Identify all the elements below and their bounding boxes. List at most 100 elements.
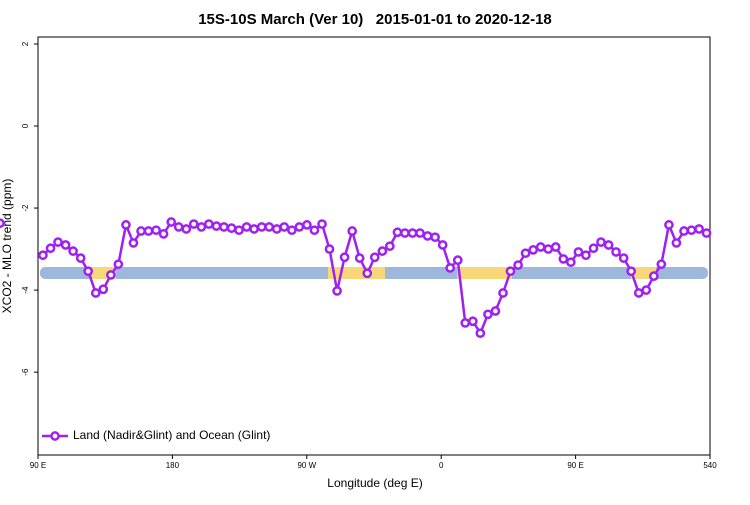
point: [588, 243, 599, 254]
x-tick-label: 180: [166, 461, 180, 470]
point: [543, 244, 554, 254]
point: [121, 220, 131, 230]
y-tick-label: -2: [21, 204, 30, 212]
y-tick-label: -6: [21, 368, 30, 376]
point: [90, 288, 101, 298]
point: [475, 328, 486, 339]
point: [106, 270, 116, 280]
point: [641, 285, 652, 295]
point: [211, 221, 222, 231]
point: [528, 245, 539, 255]
point: [452, 255, 463, 266]
point: [196, 222, 207, 232]
point: [324, 244, 335, 254]
point: [60, 240, 71, 250]
plot-frame: [37, 36, 711, 456]
point: [671, 238, 682, 248]
point: [45, 243, 56, 254]
point: [656, 259, 667, 270]
point: [377, 246, 388, 256]
point: [287, 225, 297, 236]
x-tick-label: 90 E: [567, 461, 583, 470]
point: [203, 219, 214, 229]
point: [460, 318, 471, 328]
chart-title: 15S-10S March (Ver 10) 2015-01-01 to 202…: [198, 11, 552, 28]
point: [686, 225, 697, 236]
point: [694, 224, 704, 234]
point: [392, 227, 403, 238]
point: [468, 316, 478, 327]
point: [226, 223, 237, 234]
x-axis-label: Longitude (deg E): [327, 476, 422, 490]
x-tick-label: 0: [439, 461, 444, 470]
point: [264, 222, 275, 232]
point: [498, 288, 508, 298]
point: [143, 226, 154, 236]
point: [664, 220, 674, 230]
point: [422, 231, 433, 241]
point: [633, 288, 644, 298]
legend-marker: [50, 431, 60, 441]
point: [505, 266, 516, 277]
point: [38, 250, 48, 261]
point: [256, 222, 267, 232]
legend-label: Land (Nadir&Glint) and Ocean (Glint): [73, 428, 270, 442]
point: [339, 252, 350, 263]
point: [347, 226, 358, 236]
point: [151, 225, 161, 236]
point: [302, 220, 312, 230]
point: [520, 248, 531, 259]
point: [113, 259, 124, 270]
point: [513, 260, 523, 270]
point: [354, 253, 365, 263]
point: [573, 247, 584, 257]
point: [279, 222, 290, 232]
point: [128, 238, 139, 248]
point: [618, 253, 629, 263]
point: [407, 228, 418, 238]
point: [249, 224, 259, 234]
point: [75, 253, 86, 263]
point: [430, 232, 440, 243]
point: [0, 218, 5, 229]
point: [317, 219, 327, 229]
point: [362, 268, 373, 279]
point: [369, 252, 380, 263]
point: [565, 257, 576, 268]
surface-band: [40, 267, 708, 279]
x-tick-label: 90 W: [297, 461, 316, 470]
point: [558, 254, 569, 264]
point: [437, 240, 448, 250]
point: [490, 306, 501, 316]
point: [701, 228, 712, 238]
point: [415, 228, 425, 238]
point: [136, 226, 146, 236]
land-band: [328, 267, 385, 279]
point: [679, 226, 689, 236]
point: [234, 225, 244, 236]
point: [603, 240, 614, 250]
point: [535, 242, 546, 252]
point: [596, 237, 606, 247]
point: [309, 225, 320, 236]
point: [271, 224, 282, 234]
point: [294, 222, 305, 232]
point: [550, 242, 561, 252]
point: [611, 247, 621, 257]
point: [445, 263, 456, 273]
point: [158, 229, 169, 239]
point: [483, 309, 493, 320]
y-tick-label: 2: [21, 41, 30, 46]
y-tick-label: -4: [21, 286, 30, 294]
point: [68, 246, 78, 256]
point: [384, 241, 395, 252]
point: [649, 271, 659, 282]
land-band: [457, 267, 512, 279]
point: [400, 228, 410, 238]
point: [241, 222, 252, 232]
point: [219, 222, 229, 232]
point: [181, 224, 192, 234]
x-tick-label: 90 E: [30, 461, 46, 470]
y-tick-label: 0: [21, 123, 30, 128]
